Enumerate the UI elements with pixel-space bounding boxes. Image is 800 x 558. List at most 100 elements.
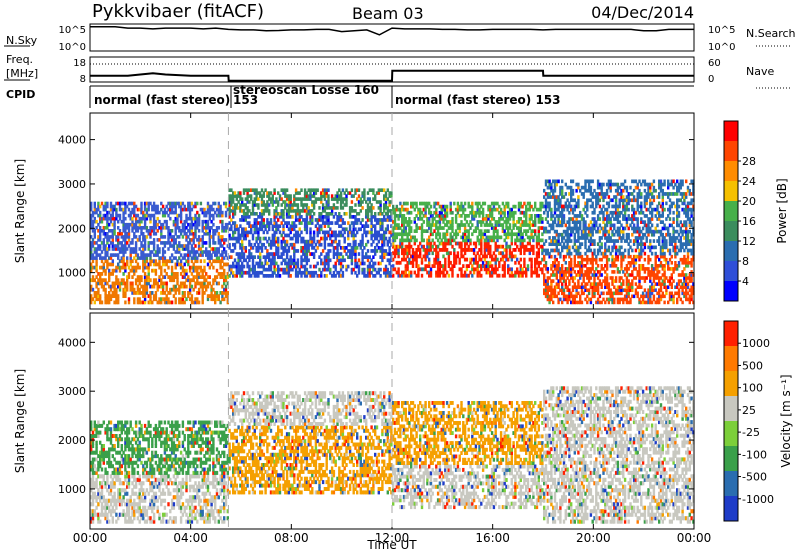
data-cell — [534, 229, 536, 233]
data-cell — [153, 244, 155, 248]
data-cell — [433, 264, 435, 268]
data-cell — [358, 188, 360, 192]
data-cell — [412, 248, 414, 252]
data-cell — [214, 202, 216, 206]
data-cell — [581, 301, 583, 305]
data-cell — [320, 258, 322, 262]
data-cell — [342, 265, 344, 269]
data-cell — [379, 268, 381, 272]
data-cell — [482, 208, 484, 212]
data-cell — [101, 301, 103, 305]
data-cell — [606, 273, 608, 277]
data-cell — [104, 288, 106, 292]
data-cell — [175, 208, 177, 212]
data-cell — [178, 241, 180, 245]
noise-left-tick-top: 10^5 — [59, 25, 86, 36]
data-cell — [329, 268, 331, 272]
data-cell — [225, 250, 227, 254]
data-cell — [678, 292, 680, 296]
data-cell — [257, 203, 259, 207]
data-cell — [568, 288, 570, 292]
data-cell — [117, 235, 119, 239]
data-cell — [273, 188, 275, 192]
data-cell — [663, 301, 665, 305]
data-cell — [635, 282, 637, 286]
data-cell — [279, 274, 281, 278]
data-cell — [219, 205, 221, 209]
data-cell — [338, 212, 340, 216]
data-cell — [372, 206, 374, 210]
data-cell — [142, 232, 144, 236]
data-cell — [187, 244, 189, 248]
data-cell — [450, 261, 452, 265]
data-cell — [94, 202, 96, 206]
data-cell — [345, 212, 347, 216]
data-cell — [361, 206, 363, 210]
data-cell — [327, 194, 329, 198]
data-cell — [527, 264, 529, 268]
data-cell — [547, 220, 549, 224]
data-cell — [139, 235, 141, 239]
data-cell — [667, 261, 669, 265]
data-cell — [202, 244, 204, 248]
data-cell — [444, 258, 446, 262]
data-cell — [173, 244, 175, 248]
data-cell — [99, 235, 101, 239]
data-cell — [620, 261, 622, 265]
data-cell — [620, 276, 622, 280]
data-cell — [149, 278, 151, 282]
data-cell — [523, 251, 525, 255]
noise-right-tick-top: 10^5 — [708, 25, 735, 36]
data-cell — [410, 220, 412, 224]
data-cell — [620, 292, 622, 296]
data-cell — [327, 188, 329, 192]
data-cell — [185, 214, 187, 218]
data-cell — [329, 249, 331, 253]
freq-right-tick-top: 60 — [708, 58, 721, 69]
data-cell — [133, 208, 135, 212]
data-cell — [583, 292, 585, 296]
data-cell — [297, 203, 299, 207]
data-cell — [611, 276, 613, 280]
data-cell — [671, 273, 673, 277]
data-cell — [140, 202, 142, 206]
data-cell — [157, 205, 159, 209]
data-cell — [210, 253, 212, 257]
data-cell — [144, 244, 146, 248]
data-cell — [200, 202, 202, 206]
data-cell — [523, 258, 525, 262]
data-cell — [631, 279, 633, 283]
data-cell — [184, 291, 186, 295]
data-cell — [250, 194, 252, 198]
data-cell — [194, 244, 196, 248]
data-cell — [281, 262, 283, 266]
date-title: 04/Dec/2014 — [591, 3, 694, 22]
data-cell — [534, 202, 536, 206]
data-cell — [412, 264, 414, 268]
data-cell — [351, 262, 353, 266]
data-cell — [202, 253, 204, 257]
data-cell — [209, 275, 211, 279]
data-cell — [529, 251, 531, 255]
data-cell — [202, 235, 204, 239]
data-cell — [410, 226, 412, 230]
data-cell — [300, 188, 302, 192]
data-cell — [561, 224, 563, 228]
data-cell — [613, 298, 615, 302]
data-cell — [342, 271, 344, 275]
data-cell — [135, 205, 137, 209]
data-cell — [363, 188, 365, 192]
data-cell — [140, 275, 142, 279]
data-cell — [410, 271, 412, 275]
data-cell — [500, 236, 502, 240]
data-cell — [568, 279, 570, 283]
data-cell — [297, 262, 299, 266]
data-cell — [351, 200, 353, 204]
data-cell — [367, 249, 369, 253]
data-cell — [663, 267, 665, 271]
data-cell — [547, 267, 549, 271]
data-cell — [557, 292, 559, 296]
data-cell — [203, 266, 205, 270]
data-cell — [523, 239, 525, 243]
data-cell — [570, 261, 572, 265]
